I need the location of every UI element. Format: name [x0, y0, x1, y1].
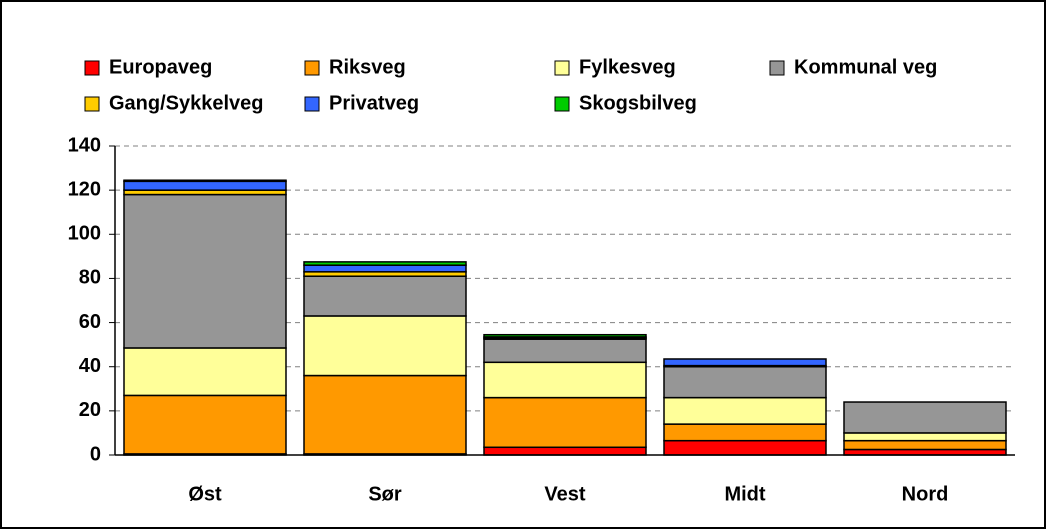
legend-swatch — [84, 96, 100, 112]
bar-segment — [303, 275, 467, 317]
y-tick-label: 60 — [79, 311, 101, 333]
bar-segment — [123, 347, 287, 397]
legend-label: Riksveg — [329, 56, 406, 78]
x-tick-label: Midt — [724, 483, 765, 505]
bar-segment — [483, 396, 647, 449]
legend-label: Fylkesveg — [579, 56, 676, 78]
legend-swatch — [84, 60, 100, 76]
legend-swatch — [304, 96, 320, 112]
bar-segment — [123, 394, 287, 455]
y-tick-label: 40 — [79, 355, 101, 377]
bar-segment — [483, 446, 647, 456]
x-tick-label: Nord — [902, 483, 949, 505]
bar-segment — [663, 396, 827, 425]
legend-label: Privatveg — [329, 92, 419, 114]
bar-segment — [843, 439, 1007, 451]
y-tick-label: 100 — [68, 223, 101, 245]
bar-segment — [843, 448, 1007, 456]
bar-segment — [483, 361, 647, 399]
legend-swatch — [554, 60, 570, 76]
legend-label: Europaveg — [109, 56, 212, 78]
x-tick-label: Sør — [368, 483, 402, 505]
bar-segment — [663, 365, 827, 399]
bar-segment — [303, 264, 467, 273]
bar-segment — [123, 193, 287, 349]
legend-label: Kommunal veg — [794, 56, 937, 78]
legend-swatch — [769, 60, 785, 76]
bar-segment — [123, 180, 287, 191]
bar-segment — [663, 423, 827, 442]
legend-label: Gang/Sykkelveg — [109, 92, 264, 114]
y-tick-label: 20 — [79, 399, 101, 421]
legend-label: Skogsbilveg — [579, 92, 697, 114]
x-tick-label: Øst — [188, 483, 222, 505]
bar-segment — [663, 439, 827, 456]
bar-segment — [123, 179, 287, 183]
bar-segment — [303, 315, 467, 377]
legend-swatch — [304, 60, 320, 76]
bar-segment — [303, 374, 467, 455]
bar-segment — [843, 432, 1007, 442]
y-tick-label: 120 — [68, 178, 101, 200]
bar-segment — [303, 261, 467, 266]
bar-segment — [843, 401, 1007, 434]
y-tick-label: 0 — [90, 443, 101, 465]
legend-swatch — [554, 96, 570, 112]
bar-segment — [483, 333, 647, 338]
bar-segment — [483, 338, 647, 364]
y-tick-label: 80 — [79, 267, 101, 289]
bar-segment — [663, 358, 827, 367]
y-tick-label: 140 — [68, 134, 101, 156]
x-tick-label: Vest — [544, 483, 585, 505]
